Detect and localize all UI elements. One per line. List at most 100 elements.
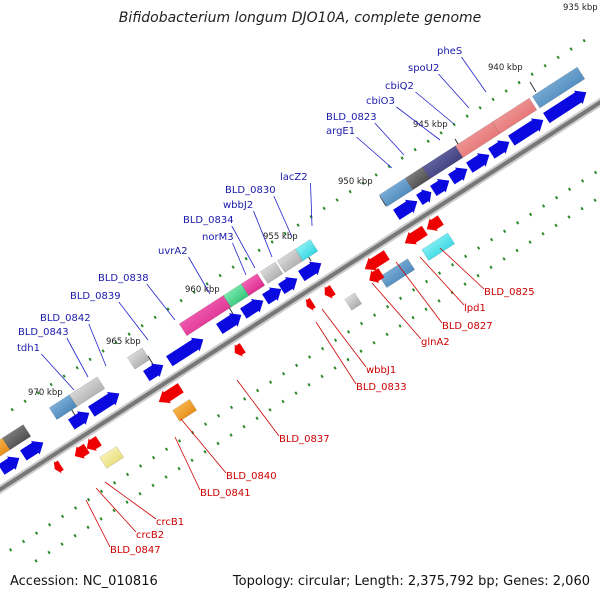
forward-gene-label: BLD_0830 bbox=[225, 185, 276, 196]
forward-cds-arrow bbox=[262, 287, 282, 305]
label-leader-line bbox=[188, 256, 211, 295]
reverse-cds-track bbox=[53, 215, 444, 474]
reverse-gene-label: BLD_0840 bbox=[226, 471, 277, 482]
tick-dot bbox=[47, 522, 52, 527]
reverse-gene-label: BLD_0837 bbox=[279, 434, 330, 445]
tick-dot bbox=[515, 248, 519, 253]
tick-dot bbox=[114, 340, 118, 345]
forward-cds-arrow bbox=[488, 140, 510, 159]
forward-cds-arrow bbox=[466, 153, 490, 173]
label-leader-line bbox=[395, 261, 443, 324]
tick-dot bbox=[242, 397, 247, 401]
forward-cds-arrow bbox=[278, 277, 298, 295]
tick-dot bbox=[242, 424, 246, 429]
genome-backbone-core bbox=[0, 100, 600, 492]
tick-dot bbox=[476, 273, 480, 278]
tick-dot bbox=[36, 391, 40, 395]
tick-dot bbox=[554, 223, 558, 228]
tick-dot bbox=[281, 372, 286, 376]
tick-dot bbox=[502, 257, 506, 261]
tick-dot bbox=[10, 407, 14, 412]
tick-dot bbox=[190, 458, 194, 462]
reverse-cds-arrow bbox=[74, 443, 90, 459]
tick-dot bbox=[478, 105, 482, 110]
tick-dot bbox=[112, 481, 117, 485]
label-leader-line bbox=[371, 282, 422, 340]
kbp-tick-group: 935 kbp 940 kbp 945 kbp 950 kbp 955 kbp 960 k… bbox=[28, 3, 598, 418]
label-leader-line bbox=[180, 418, 227, 474]
tick-dot bbox=[283, 231, 287, 236]
tick-dot bbox=[296, 223, 300, 227]
tick-dot bbox=[528, 240, 532, 244]
tick-dot bbox=[99, 489, 104, 493]
label-leader-line bbox=[356, 136, 393, 169]
label-leader-line bbox=[461, 56, 487, 93]
kbp-tick-label: 960 kbp bbox=[185, 285, 220, 295]
tick-dot bbox=[372, 313, 377, 317]
forward-gene-label: BLD_0842 bbox=[40, 313, 91, 324]
tick-dot bbox=[450, 262, 455, 267]
forward-gene-label: BLD_0823 bbox=[326, 112, 377, 123]
tick-dot bbox=[216, 413, 221, 418]
label-leader-line bbox=[315, 321, 357, 385]
tick-dot bbox=[400, 156, 404, 160]
forward-gene-label: BLD_0843 bbox=[18, 327, 69, 338]
tick-dot bbox=[268, 408, 272, 412]
label-leader-line bbox=[231, 225, 256, 269]
tick-dot bbox=[424, 279, 429, 284]
reverse-cds-arrow bbox=[324, 285, 336, 299]
cog-feature-block bbox=[126, 347, 151, 370]
label-leader-line bbox=[95, 487, 137, 533]
tick-dot bbox=[294, 363, 299, 368]
tick-dot bbox=[372, 341, 376, 345]
tick-dot bbox=[192, 290, 196, 295]
tick-dot bbox=[580, 179, 585, 183]
tick-dot bbox=[398, 324, 402, 328]
tick-dot bbox=[203, 422, 208, 426]
reverse-cds-arrow bbox=[369, 268, 385, 283]
tick-dot bbox=[502, 229, 507, 233]
tick-dot bbox=[60, 542, 64, 546]
tick-dot bbox=[348, 189, 352, 194]
forward-cds-arrow bbox=[448, 167, 468, 185]
forward-cds-arrow bbox=[393, 199, 418, 220]
reverse-cds-arrow bbox=[305, 298, 316, 311]
reverse-gene-label: crcB1 bbox=[156, 517, 184, 528]
tick-dot bbox=[47, 550, 51, 555]
tick-dot bbox=[374, 173, 378, 177]
reverse-gene-label: BLD_0827 bbox=[442, 321, 493, 332]
tick-dot bbox=[255, 388, 260, 393]
reverse-gene-label: BLD_0841 bbox=[200, 488, 251, 499]
cog-feature-block bbox=[276, 248, 304, 273]
label-leader-line bbox=[310, 182, 313, 227]
tick-dot bbox=[320, 374, 324, 379]
cog-feature-block bbox=[99, 446, 125, 469]
label-leader-line bbox=[273, 195, 293, 238]
tick-dot bbox=[166, 307, 170, 311]
forward-cds-arrow bbox=[88, 391, 120, 417]
cog-feature-bands bbox=[0, 66, 586, 469]
tick-dot bbox=[21, 539, 26, 544]
forward-gene-label: lacZ2 bbox=[280, 172, 308, 183]
tick-dot bbox=[465, 114, 469, 118]
kbp-tick-mark bbox=[379, 195, 387, 207]
tick-dot bbox=[218, 273, 222, 278]
reverse-gene-label: BLD_0847 bbox=[110, 545, 161, 556]
cog-feature-block bbox=[379, 258, 416, 289]
forward-cds-arrow bbox=[216, 313, 242, 335]
tick-dot bbox=[8, 548, 13, 552]
cog-feature-block bbox=[421, 232, 456, 261]
kbp-tick-label: 945 kbp bbox=[413, 120, 448, 130]
tick-dot bbox=[411, 288, 416, 292]
tick-dot bbox=[320, 346, 325, 351]
forward-gene-label: wbbJ2 bbox=[223, 200, 253, 211]
tick-dot bbox=[359, 349, 363, 353]
tick-dot bbox=[151, 483, 155, 488]
label-leader-line bbox=[374, 122, 405, 156]
tick-dot bbox=[229, 433, 233, 437]
forward-cds-track bbox=[0, 90, 587, 475]
tick-dot bbox=[177, 439, 182, 443]
label-leader-line bbox=[438, 73, 470, 109]
label-leader-line bbox=[439, 247, 485, 290]
forward-cds-arrow bbox=[508, 118, 544, 146]
